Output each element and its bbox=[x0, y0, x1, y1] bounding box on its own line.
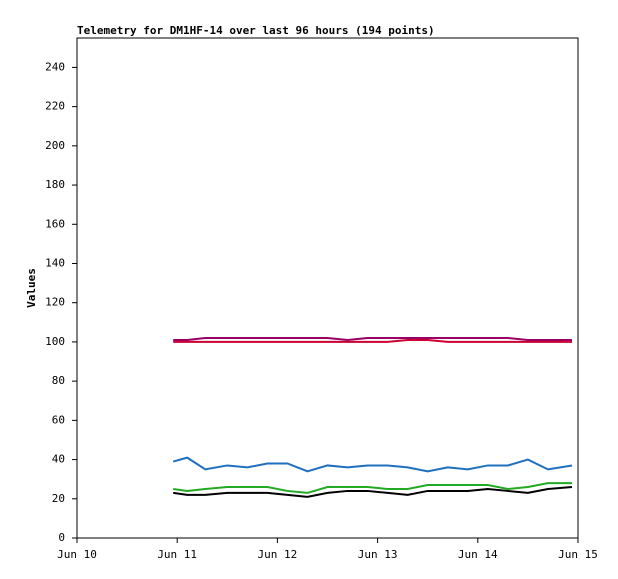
y-tick-label: 140 bbox=[45, 256, 65, 269]
plot-frame bbox=[76, 37, 579, 539]
y-tick-label: 160 bbox=[45, 217, 65, 230]
series-line bbox=[173, 338, 572, 343]
x-tick-label: Jun 10 bbox=[57, 548, 97, 561]
x-tick-label: Jun 11 bbox=[157, 548, 197, 561]
y-tick-label: 180 bbox=[45, 178, 65, 191]
chart-title: Telemetry for DM1HF-14 over last 96 hour… bbox=[77, 24, 435, 37]
series-line bbox=[173, 337, 572, 341]
series-line bbox=[173, 486, 573, 498]
y-tick-label: 200 bbox=[45, 139, 65, 152]
y-tick-label: 0 bbox=[58, 531, 65, 544]
y-tick-label: 240 bbox=[45, 60, 65, 73]
y-tick-label: 100 bbox=[45, 335, 65, 348]
series-line bbox=[173, 482, 572, 494]
x-tick-label: Jun 15 bbox=[558, 548, 598, 561]
y-tick-label: 120 bbox=[45, 296, 65, 309]
y-tick-label: 80 bbox=[52, 374, 65, 387]
y-axis-label: Values bbox=[25, 268, 38, 308]
y-tick-label: 60 bbox=[52, 413, 65, 426]
y-tick-label: 20 bbox=[52, 492, 65, 505]
x-tick-label: Jun 13 bbox=[358, 548, 398, 561]
x-tick-label: Jun 14 bbox=[458, 548, 498, 561]
y-tick-label: 220 bbox=[45, 100, 65, 113]
y-tick-label: 40 bbox=[52, 453, 65, 466]
series-line bbox=[172, 456, 573, 473]
x-tick-label: Jun 12 bbox=[258, 548, 298, 561]
